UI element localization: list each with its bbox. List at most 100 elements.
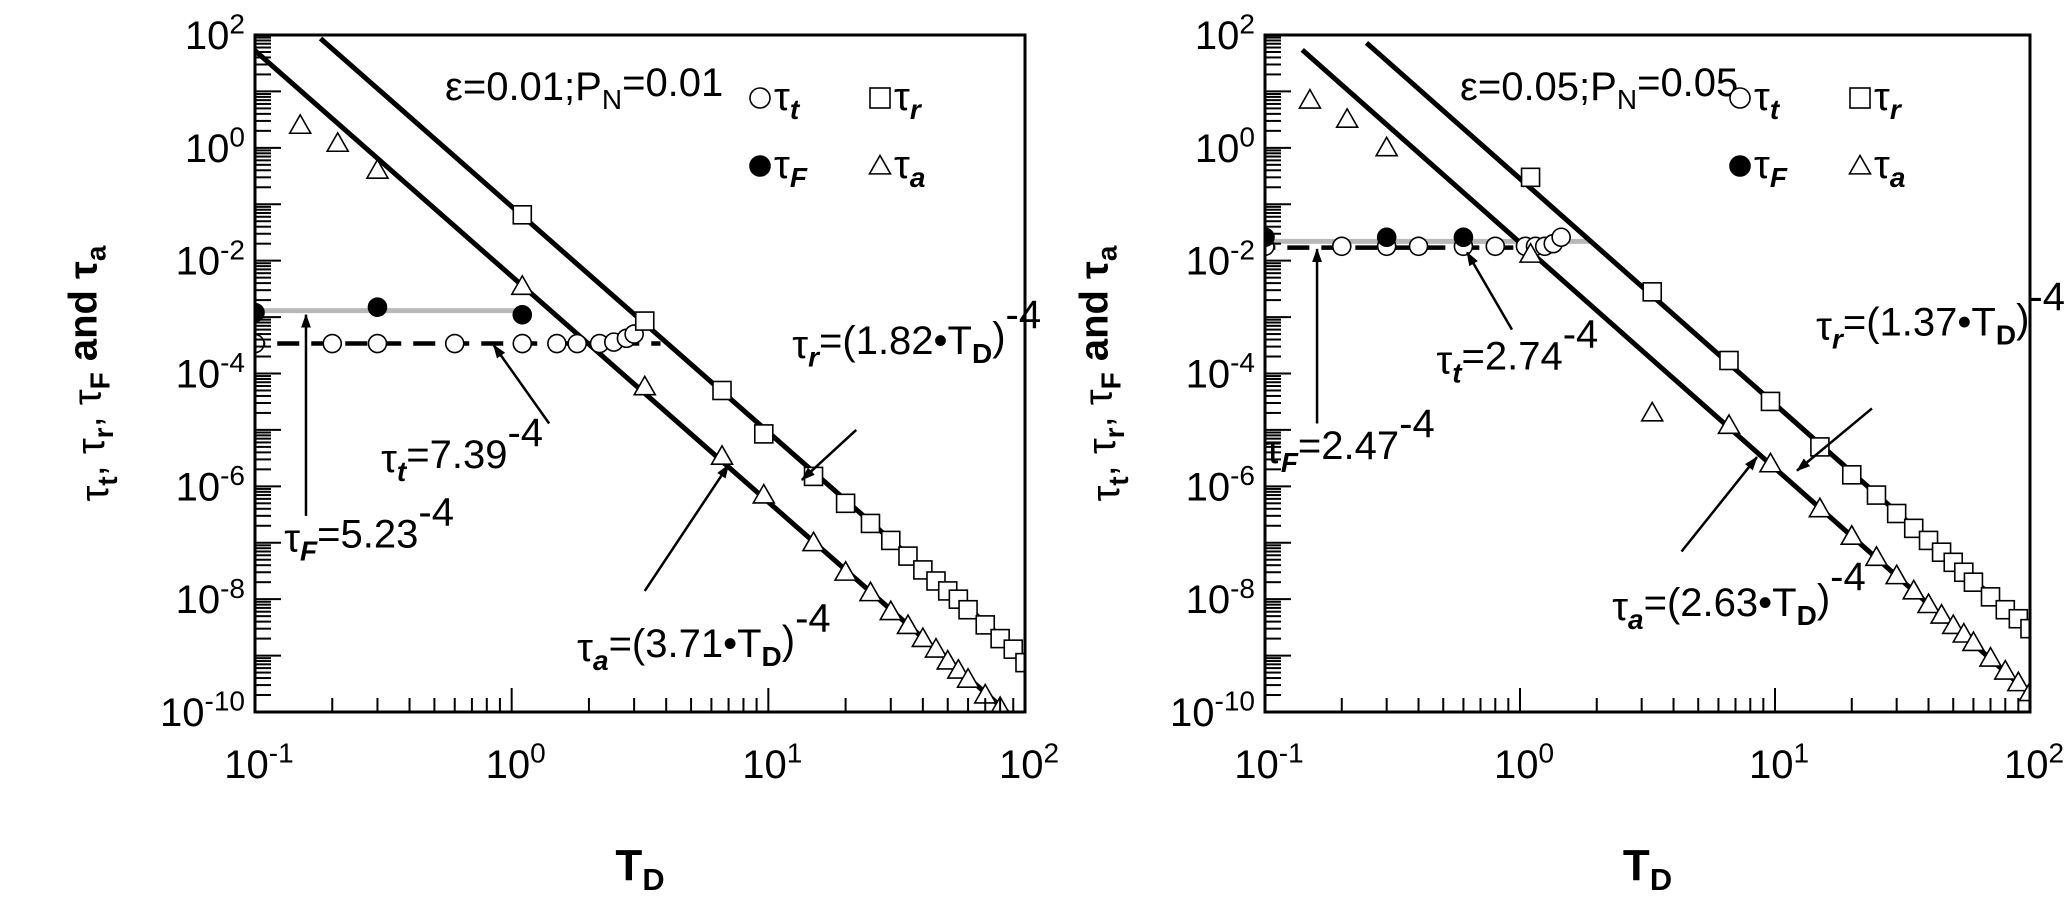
- y-axis-label-sub: a: [1091, 245, 1122, 261]
- series-tau_r: [1520, 167, 2030, 639]
- x-tick-label: 101: [1749, 738, 1809, 787]
- y-tick-base: 10: [1195, 127, 1240, 171]
- annotation-label: τF=2.47-4: [1265, 402, 1435, 478]
- data-point-tau_r: [753, 424, 774, 444]
- series-tau_r: [512, 205, 1025, 673]
- data-point-tau_r: [1903, 518, 1924, 539]
- data-point-tau_a: [1640, 400, 1665, 422]
- annotation-part: -4: [795, 596, 831, 640]
- x-tick-base: 10: [486, 743, 531, 787]
- y-axis-label-part: , τ: [69, 438, 113, 476]
- y-axis-label-part: τ: [73, 486, 117, 502]
- annotation-part: τ: [1436, 339, 1452, 383]
- plot-frame: [253, 33, 1027, 714]
- annotation-ann_r: τr=(1.82•TD)-4: [792, 293, 1041, 481]
- data-point-tau_t: [567, 333, 587, 354]
- y-tick-base: 10: [176, 240, 221, 284]
- annotation-part: τ: [1265, 428, 1281, 472]
- y-axis-label-part: τ: [1084, 486, 1128, 502]
- data-point-tau_a: [1808, 496, 1832, 518]
- annotation-ann_F: τF=2.47-4: [1265, 248, 1435, 478]
- data-point-tau_a: [1978, 646, 2003, 667]
- y-axis-label: τt, τr, τF and τa: [61, 245, 122, 501]
- x-tick-exp: 1: [1793, 738, 1809, 769]
- y-tick-base: 10: [185, 14, 230, 58]
- y-tick-label: 102: [185, 9, 245, 58]
- y-tick-base: 10: [1195, 14, 1240, 58]
- params-text: ε=0.01;PN=0.01: [445, 61, 723, 115]
- y-tick-exp: -10: [205, 686, 245, 717]
- y-axis-label-text: τt, τr, τF and τa: [1072, 245, 1133, 501]
- legend-sub: r: [1890, 94, 1903, 125]
- annotation-part: =(1.82•T: [819, 319, 972, 363]
- params-rest: =0.05: [1637, 61, 1738, 105]
- data-point-tau_r: [1963, 572, 1984, 592]
- data-point-tau_a: [1518, 242, 1543, 263]
- legend-label: τr: [1874, 75, 1903, 125]
- x-tick-label: 102: [999, 738, 1059, 787]
- legend-symbol: τ: [894, 75, 910, 119]
- legend-sub: t: [1770, 94, 1781, 125]
- y-tick-exp: -6: [220, 460, 245, 491]
- data-point-tau_F: [1376, 227, 1397, 248]
- data-point-tau_a: [833, 560, 858, 581]
- y-tick-base: 10: [160, 691, 205, 735]
- y-tick-exp: -10: [1215, 686, 1255, 717]
- x-tick-exp: 0: [530, 738, 546, 769]
- data-point-tau_a: [288, 113, 313, 135]
- y-tick-label: 10-2: [1186, 234, 1255, 283]
- annotation-part: =(3.71•T: [609, 622, 762, 666]
- data-point-tau_a: [1916, 592, 1941, 614]
- data-point-tau_t: [547, 333, 567, 354]
- data-point-tau_a: [632, 374, 657, 396]
- data-point-tau_a: [1884, 563, 1909, 585]
- legend-item: τr: [1849, 75, 1903, 125]
- data-point-tau_r: [712, 380, 732, 401]
- data-point-tau_t: [512, 333, 533, 354]
- y-axis-label-part: and τ: [61, 261, 105, 372]
- legend-symbol: τ: [774, 75, 790, 119]
- y-tick-label: 10-4: [1186, 347, 1255, 396]
- legend-item: τa: [868, 143, 925, 193]
- annotation-part: r: [808, 342, 821, 373]
- x-axis-label-main: T: [1623, 841, 1650, 890]
- annotation-part: -4: [1399, 402, 1435, 446]
- legend-symbol: τ: [1874, 143, 1890, 187]
- y-axis-label-part: , τ: [1076, 389, 1120, 427]
- legend-sub: F: [1770, 162, 1788, 193]
- data-point-tau_F: [367, 297, 388, 317]
- data-point-tau_a: [325, 131, 350, 153]
- y-tick-base: 10: [1170, 691, 1215, 735]
- annotation-part: =5.23: [317, 513, 418, 557]
- x-axis-label-sub: D: [1650, 862, 1672, 897]
- params-main: ε=0.05;P: [1460, 65, 1617, 109]
- annotation-ann_F: τF=5.23-4: [284, 313, 454, 566]
- x-tick-base: 10: [1234, 743, 1279, 787]
- data-point-tau_a: [878, 599, 903, 621]
- x-tick-label: 100: [486, 738, 546, 787]
- legend-label: τF: [774, 143, 808, 193]
- annotation-arrow: [1465, 251, 1514, 331]
- data-point-tau_a: [896, 613, 920, 635]
- annotation-part: τ: [381, 437, 397, 481]
- annotation-ann_t: τt=2.74-4: [1436, 251, 1598, 388]
- y-axis-label-sub: F: [84, 372, 115, 389]
- params-text: ε=0.05;PN=0.05: [1460, 61, 1738, 115]
- data-point-tau_a: [1929, 603, 1954, 624]
- annotation-arrow: [1680, 456, 1758, 553]
- data-point-tau_a: [2006, 670, 2030, 692]
- y-tick-label: 10-10: [1170, 686, 1255, 735]
- data-point-tau_a: [1941, 613, 1966, 635]
- data-point-tau_a: [1717, 413, 1741, 435]
- data-point-tau_r: [958, 599, 978, 620]
- series-tau_t: [255, 324, 644, 354]
- annotation-part: =2.47: [1298, 424, 1399, 468]
- y-tick-exp: -6: [1230, 460, 1255, 491]
- data-point-tau_t: [367, 333, 388, 354]
- data-point-tau_a: [1758, 451, 1783, 473]
- data-point-tau_r: [1886, 503, 1907, 524]
- data-point-tau_t: [444, 333, 465, 354]
- data-point-tau_a: [1335, 107, 1360, 129]
